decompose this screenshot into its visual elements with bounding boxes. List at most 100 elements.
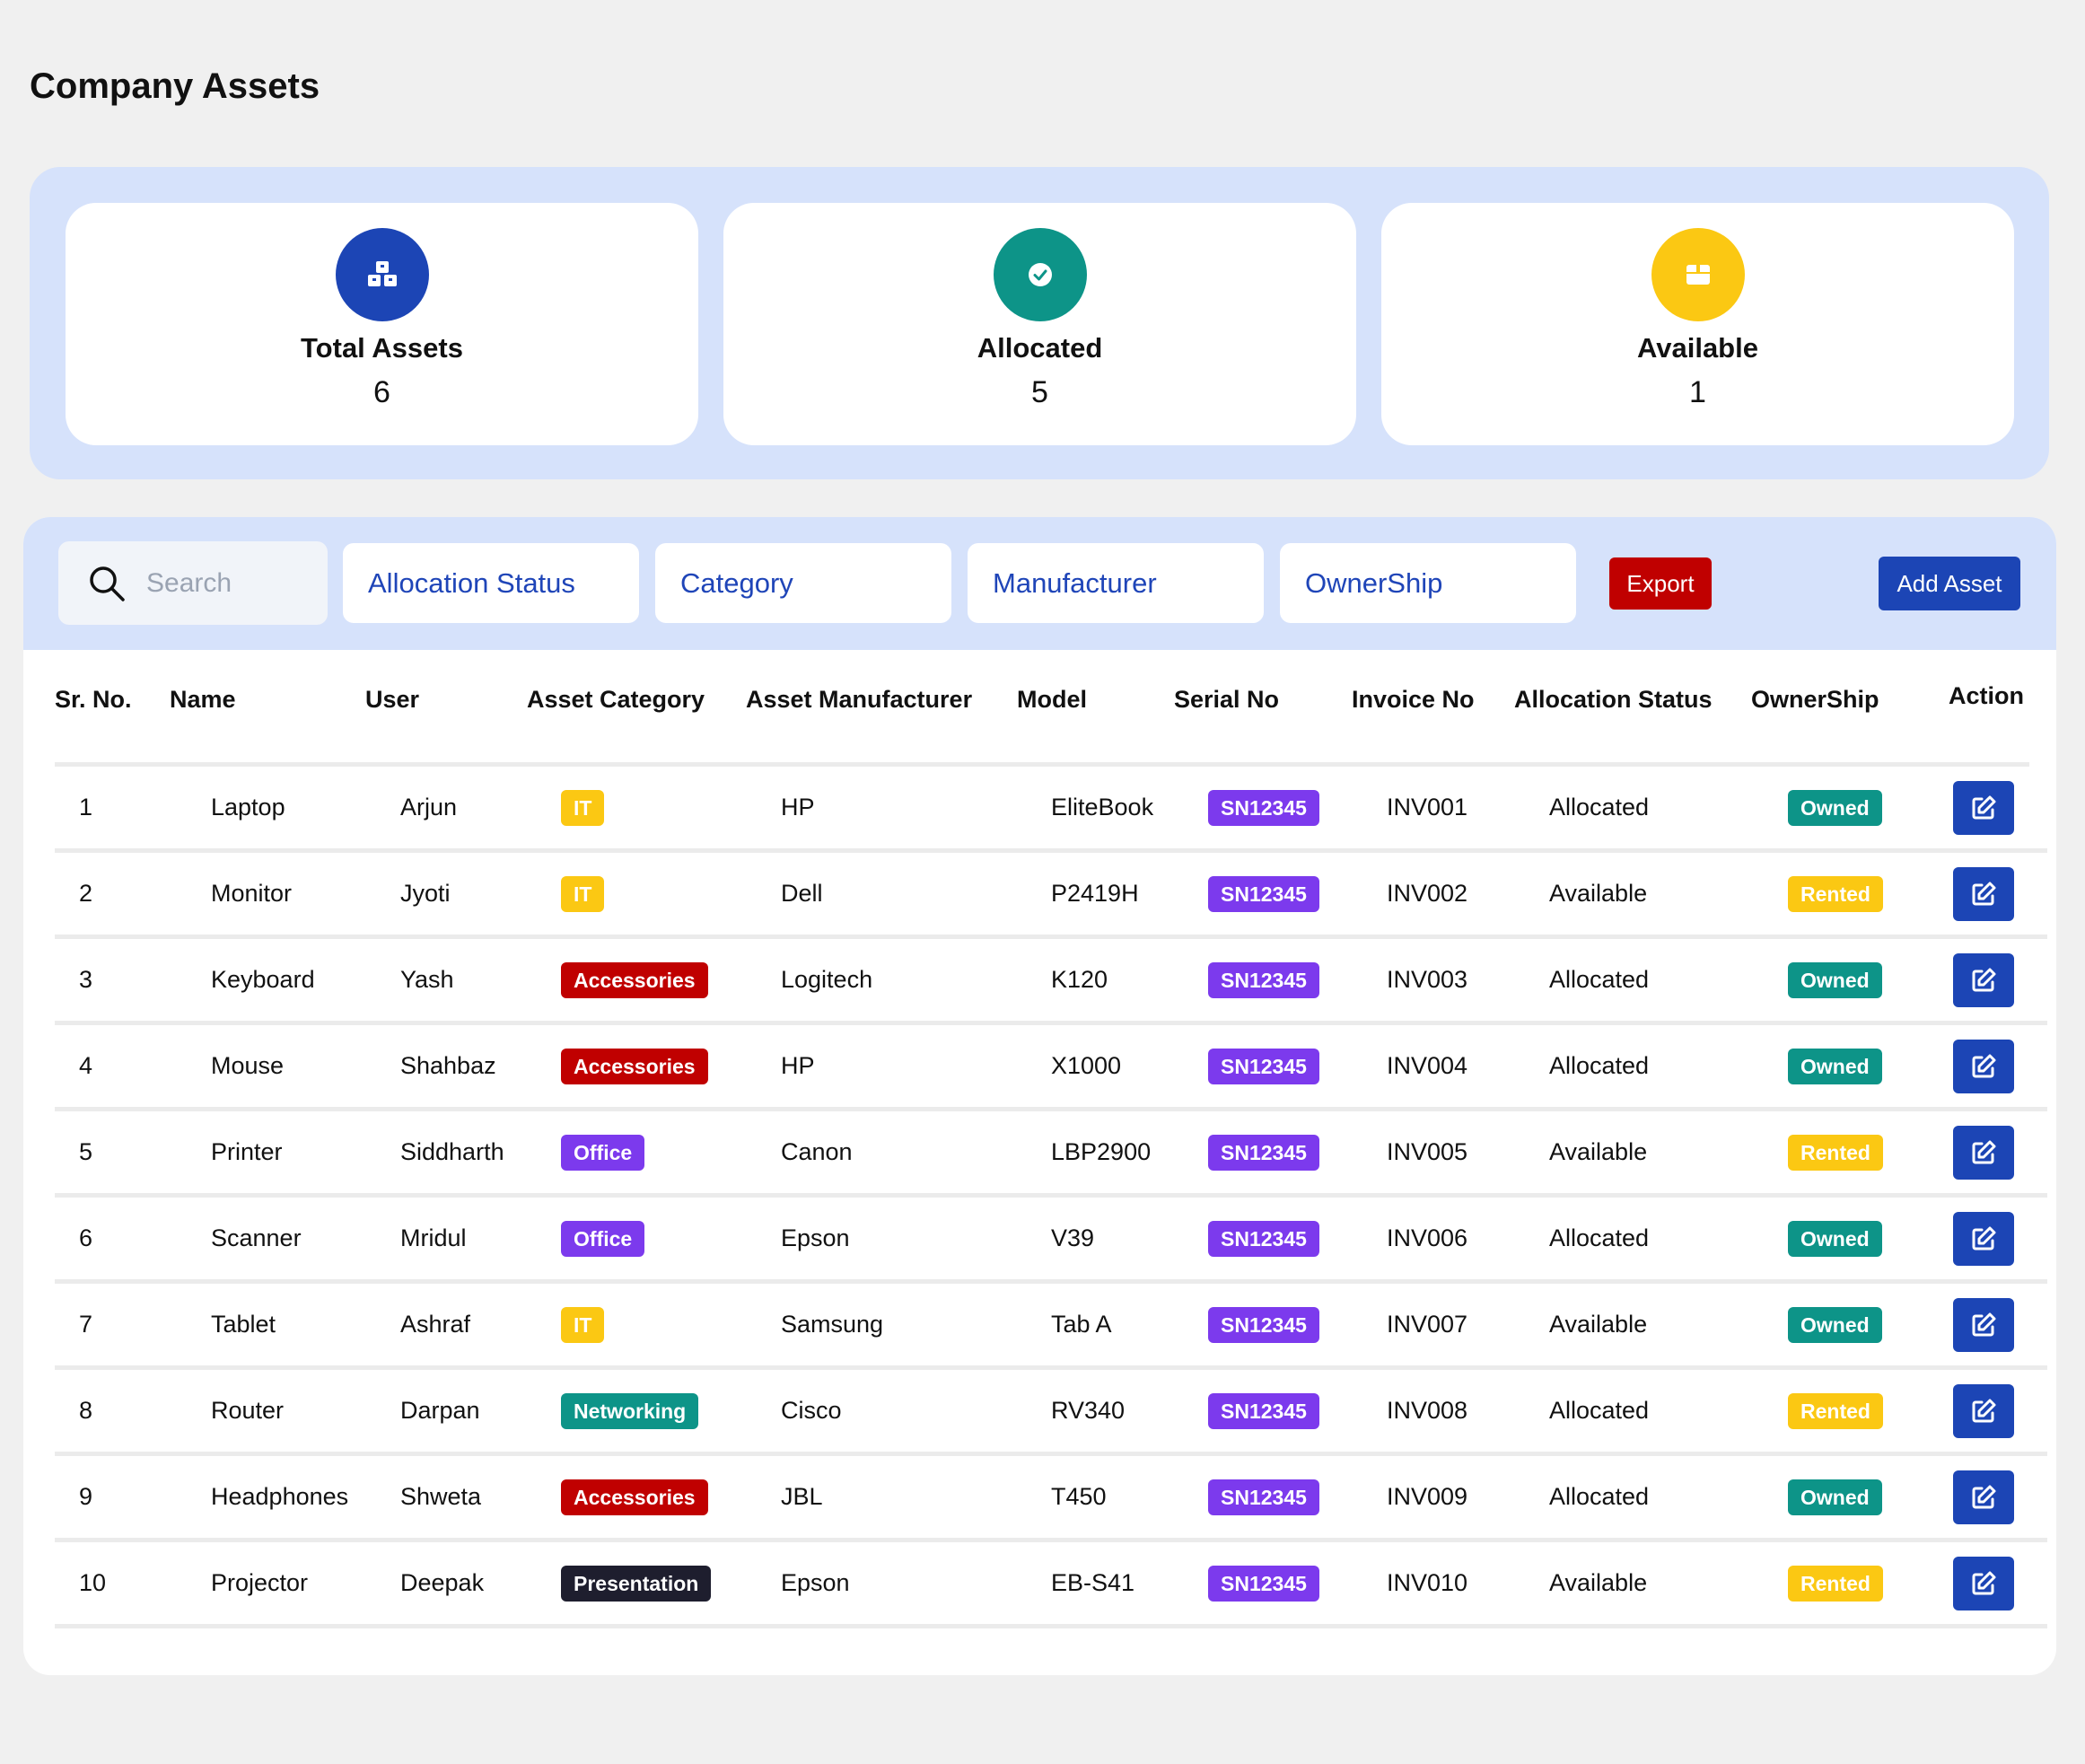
category-badge: Accessories xyxy=(561,961,708,998)
edit-icon xyxy=(1972,1571,1996,1594)
row-divider xyxy=(55,1452,2047,1456)
row-divider xyxy=(55,848,2047,853)
cell-action xyxy=(1953,853,2014,935)
cell-name: Monitor xyxy=(211,880,293,907)
cell-action xyxy=(1953,1284,2014,1365)
cell-sr-no: 10 xyxy=(79,1569,107,1596)
category-filter[interactable]: Category xyxy=(655,543,951,623)
category-badge: IT xyxy=(561,875,605,912)
header-asset-category: Asset Category xyxy=(527,685,705,713)
edit-button[interactable] xyxy=(1953,1125,2014,1180)
cell-action xyxy=(1953,1025,2014,1107)
stats-panel: Total Assets 6 Allocated 5 Available 1 xyxy=(30,167,2049,479)
cell-user: Arjun xyxy=(400,794,458,821)
serial-badge: SN12345 xyxy=(1208,1048,1319,1084)
edit-button[interactable] xyxy=(1953,1556,2014,1610)
category-badge: Networking xyxy=(561,1392,699,1429)
row-divider xyxy=(55,1538,2047,1542)
cell-user: Yash xyxy=(400,966,454,993)
cell-model: EB-S41 xyxy=(1051,1569,1135,1596)
cell-serial-no: SN12345 xyxy=(1208,853,1319,935)
cell-model: K120 xyxy=(1051,966,1108,993)
allocation-status-filter[interactable]: Allocation Status xyxy=(343,543,639,623)
category-badge: Accessories xyxy=(561,1048,708,1084)
filter-bar: Allocation Status Category Manufacturer … xyxy=(23,517,2056,650)
cell-name: Projector xyxy=(211,1569,309,1596)
box-icon xyxy=(1651,228,1745,321)
cell-manufacturer: Logitech xyxy=(781,966,873,993)
cell-ownership: Owned xyxy=(1788,1198,1882,1279)
cell-serial-no: SN12345 xyxy=(1208,1025,1319,1107)
serial-badge: SN12345 xyxy=(1208,1134,1319,1171)
cell-invoice-no: INV004 xyxy=(1387,1052,1468,1079)
cell-invoice-no: INV001 xyxy=(1387,794,1468,821)
edit-button[interactable] xyxy=(1953,1297,2014,1352)
cell-action xyxy=(1953,1198,2014,1279)
edit-button[interactable] xyxy=(1953,780,2014,835)
edit-button[interactable] xyxy=(1953,866,2014,921)
cell-invoice-no: INV003 xyxy=(1387,966,1468,993)
cell-invoice-no: INV005 xyxy=(1387,1138,1468,1165)
cell-invoice-no: INV009 xyxy=(1387,1483,1468,1510)
ownership-badge: Owned xyxy=(1788,1479,1882,1515)
table-row: 3 Keyboard Yash Accessories Logitech K120 SN12… xyxy=(55,939,2047,1025)
ownership-badge: Rented xyxy=(1788,1565,1883,1602)
table-row: 4 Mouse Shahbaz Accessories HP X1000 SN12345 IN… xyxy=(55,1025,2047,1111)
table-row: 9 Headphones Shweta Accessories JBL T450 SN123… xyxy=(55,1456,2047,1542)
edit-button[interactable] xyxy=(1953,1211,2014,1266)
cell-invoice-no: INV006 xyxy=(1387,1224,1468,1251)
cell-manufacturer: Dell xyxy=(781,880,823,907)
export-button[interactable]: Export xyxy=(1609,557,1712,610)
cell-ownership: Rented xyxy=(1788,853,1883,935)
header-asset-manufacturer: Asset Manufacturer xyxy=(746,685,973,713)
cell-user: Ashraf xyxy=(400,1311,471,1338)
cell-model: P2419H xyxy=(1051,880,1139,907)
cell-action xyxy=(1953,1542,2014,1624)
serial-badge: SN12345 xyxy=(1208,875,1319,912)
search-box[interactable] xyxy=(58,541,328,625)
cell-category: IT xyxy=(561,853,605,935)
edit-button[interactable] xyxy=(1953,1039,2014,1093)
stat-value: 6 xyxy=(373,375,390,409)
serial-badge: SN12345 xyxy=(1208,1306,1319,1343)
header-name: Name xyxy=(170,685,236,713)
edit-icon xyxy=(1972,1399,1996,1422)
cell-name: Tablet xyxy=(211,1311,276,1338)
stat-label: Allocated xyxy=(977,332,1103,364)
cell-category: Networking xyxy=(561,1370,699,1452)
header-invoice-no: Invoice No xyxy=(1352,685,1475,713)
cell-serial-no: SN12345 xyxy=(1208,767,1319,848)
ownership-badge: Owned xyxy=(1788,1048,1882,1084)
cell-user: Deepak xyxy=(400,1569,485,1596)
cell-manufacturer: HP xyxy=(781,1052,815,1079)
edit-button[interactable] xyxy=(1953,952,2014,1007)
table-row: 5 Printer Siddharth Office Canon LBP2900 SN123… xyxy=(55,1111,2047,1198)
cell-serial-no: SN12345 xyxy=(1208,1542,1319,1624)
search-input[interactable] xyxy=(146,567,308,599)
check-circle-icon xyxy=(993,228,1087,321)
cell-manufacturer: Cisco xyxy=(781,1397,842,1424)
row-divider xyxy=(55,935,2047,939)
cell-serial-no: SN12345 xyxy=(1208,1111,1319,1193)
ownership-filter[interactable]: OwnerShip xyxy=(1280,543,1576,623)
cell-name: Mouse xyxy=(211,1052,285,1079)
serial-badge: SN12345 xyxy=(1208,1220,1319,1257)
edit-button[interactable] xyxy=(1953,1383,2014,1438)
cell-allocation-status: Available xyxy=(1549,1138,1648,1165)
edit-button[interactable] xyxy=(1953,1470,2014,1524)
cell-ownership: Owned xyxy=(1788,767,1882,848)
cell-allocation-status: Allocated xyxy=(1549,1397,1650,1424)
add-asset-button[interactable]: Add Asset xyxy=(1879,557,2020,610)
cell-model: Tab A xyxy=(1051,1311,1112,1338)
table-row: 7 Tablet Ashraf IT Samsung Tab A SN12345 INV007… xyxy=(55,1284,2047,1370)
manufacturer-filter[interactable]: Manufacturer xyxy=(968,543,1264,623)
cell-name: Printer xyxy=(211,1138,283,1165)
header-model: Model xyxy=(1017,685,1087,713)
cell-model: RV340 xyxy=(1051,1397,1126,1424)
table-row: 8 Router Darpan Networking Cisco RV340 SN12345… xyxy=(55,1370,2047,1456)
header-divider xyxy=(55,762,2029,767)
row-divider xyxy=(55,1107,2047,1111)
category-badge: IT xyxy=(561,1306,605,1343)
table-row: 10 Projector Deepak Presentation Epson EB-S41… xyxy=(55,1542,2047,1628)
cell-sr-no: 2 xyxy=(79,880,93,907)
